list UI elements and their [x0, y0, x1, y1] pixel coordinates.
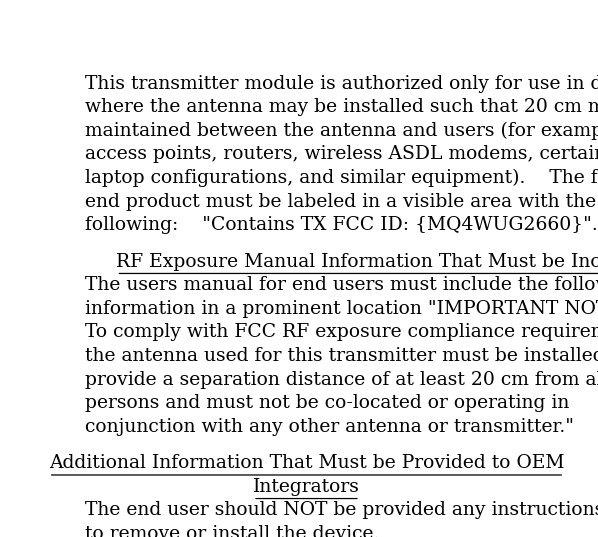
- Text: Additional Information That Must be Provided to OEM: Additional Information That Must be Prov…: [48, 454, 565, 472]
- Text: laptop configurations, and similar equipment).    The final: laptop configurations, and similar equip…: [85, 169, 598, 187]
- Text: To comply with FCC RF exposure compliance requirements,: To comply with FCC RF exposure complianc…: [85, 323, 598, 342]
- Text: persons and must not be co-located or operating in: persons and must not be co-located or op…: [85, 394, 569, 412]
- Text: to remove or install the device.: to remove or install the device.: [85, 525, 379, 537]
- Text: the antenna used for this transmitter must be installed to: the antenna used for this transmitter mu…: [85, 347, 598, 365]
- Text: end product must be labeled in a visible area with the: end product must be labeled in a visible…: [85, 193, 596, 211]
- Text: The end user should NOT be provided any instructions on how: The end user should NOT be provided any …: [85, 502, 598, 519]
- Text: RF Exposure Manual Information That Must be Included: RF Exposure Manual Information That Must…: [117, 253, 598, 271]
- Text: conjunction with any other antenna or transmitter.": conjunction with any other antenna or tr…: [85, 418, 574, 436]
- Text: The users manual for end users must include the following: The users manual for end users must incl…: [85, 277, 598, 294]
- Text: provide a separation distance of at least 20 cm from all: provide a separation distance of at leas…: [85, 371, 598, 389]
- Text: information in a prominent location "IMPORTANT NOTE:: information in a prominent location "IMP…: [85, 300, 598, 318]
- Text: where the antenna may be installed such that 20 cm may be: where the antenna may be installed such …: [85, 98, 598, 117]
- Text: This transmitter module is authorized only for use in devices: This transmitter module is authorized on…: [85, 75, 598, 93]
- Text: maintained between the antenna and users (for example: maintained between the antenna and users…: [85, 122, 598, 140]
- Text: access points, routers, wireless ASDL modems, certain: access points, routers, wireless ASDL mo…: [85, 146, 598, 163]
- Text: following:    "Contains TX FCC ID: {MQ4WUG2660}".: following: "Contains TX FCC ID: {MQ4WUG2…: [85, 216, 597, 234]
- Text: Integrators: Integrators: [253, 478, 360, 496]
